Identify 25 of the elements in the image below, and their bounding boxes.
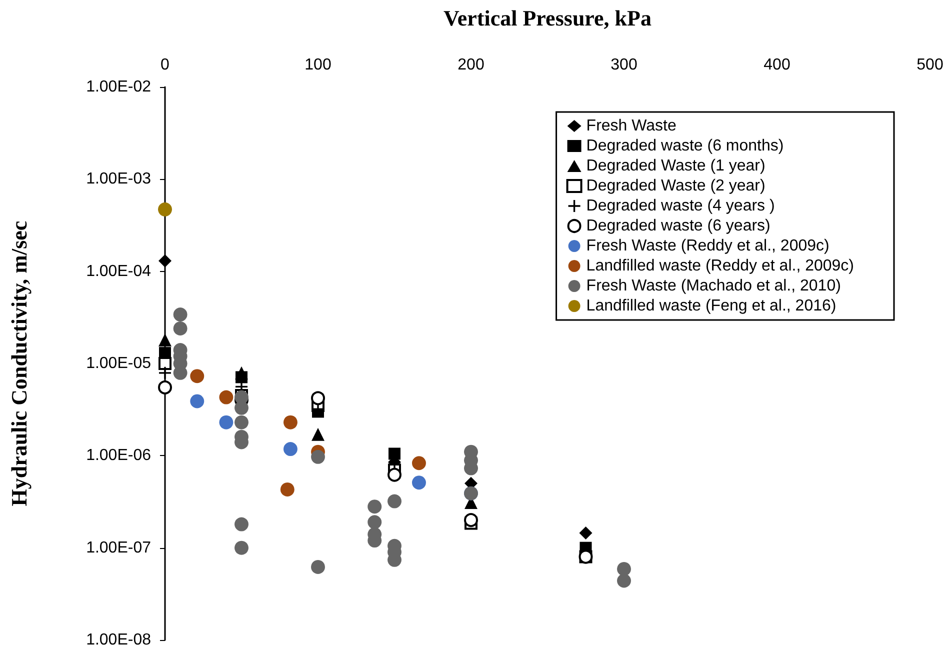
- legend-label: Degraded waste (6 years): [586, 218, 770, 234]
- x-tick-label: 0: [160, 56, 170, 74]
- legend-label: Degraded Waste (1 year): [586, 158, 766, 174]
- legend-label: Fresh Waste (Machado et al., 2010): [586, 278, 841, 294]
- legend-label: Degraded Waste (2 year): [586, 178, 766, 194]
- legend-label: Degraded waste (4 years ): [586, 198, 775, 214]
- y-tick-label: 1.00E-03: [86, 170, 152, 188]
- x-tick-label: 300: [610, 56, 638, 74]
- y-tick-label: 1.00E-02: [86, 78, 152, 96]
- x-axis-title: Vertical Pressure, kPa: [444, 6, 652, 30]
- x-tick-label: 100: [304, 56, 332, 74]
- x-tick-label: 400: [764, 56, 790, 74]
- y-tick-label: 1.00E-08: [86, 632, 152, 648]
- y-tick-label: 1.00E-06: [86, 447, 152, 464]
- legend-label: Degraded waste (6 months): [586, 138, 784, 154]
- y-tick-label: 1.00E-05: [86, 355, 152, 372]
- legend-label: Landfilled waste (Reddy et al., 2009c): [586, 258, 854, 274]
- legend-label: Landfilled waste (Feng et al., 2016): [586, 298, 836, 314]
- legend-label: Fresh Waste (Reddy et al., 2009c): [586, 238, 830, 254]
- legend-label: Fresh Waste: [586, 118, 676, 134]
- x-tick-label: 200: [458, 56, 484, 74]
- y-tick-label: 1.00E-07: [86, 539, 152, 556]
- y-tick-label: 1.00E-04: [86, 262, 152, 280]
- x-tick-label: 500: [916, 56, 944, 74]
- y-axis-title: Hydraulic Conductivity, m/sec: [6, 220, 32, 506]
